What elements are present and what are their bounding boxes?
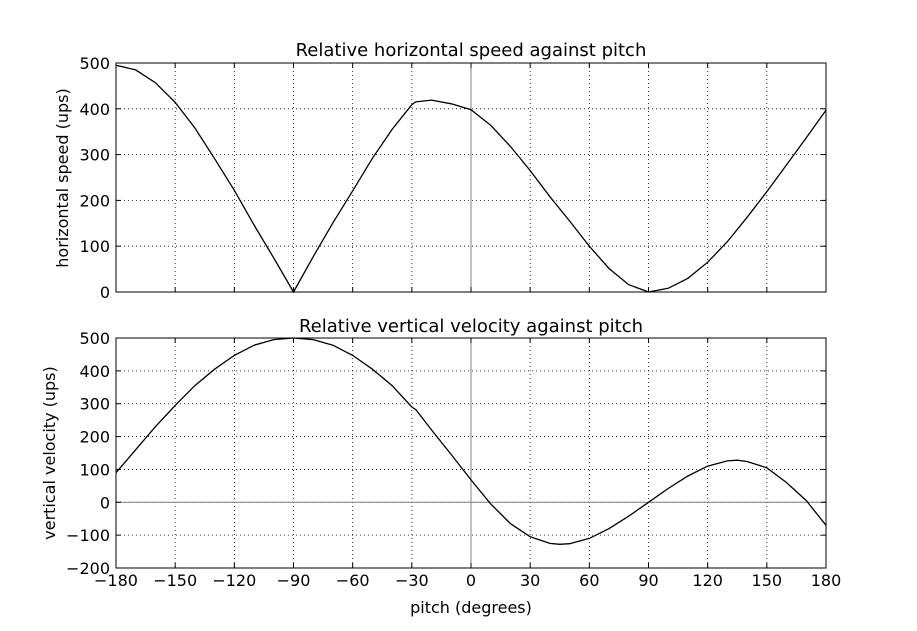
y-tick-label: 500 xyxy=(79,329,110,348)
y-axis-label: vertical velocity (ups) xyxy=(40,366,59,539)
y-tick-label: −100 xyxy=(66,526,110,545)
y-tick-label: −200 xyxy=(66,559,110,578)
series-line xyxy=(115,64,827,294)
x-axis-label: pitch (degrees) xyxy=(410,598,532,617)
vertical-velocity-panel: Relative vertical velocity against pitch… xyxy=(40,316,841,617)
x-tick-label: 30 xyxy=(520,571,540,590)
y-tick-label: 500 xyxy=(79,54,110,73)
x-tick-label: −30 xyxy=(395,571,429,590)
y-tick-label: 200 xyxy=(79,191,110,210)
x-tick-label: −120 xyxy=(212,571,256,590)
y-tick-label: 300 xyxy=(79,395,110,414)
y-tick-label: 0 xyxy=(100,493,110,512)
x-tick-label: 180 xyxy=(811,571,842,590)
y-axis-label: horizontal speed (ups) xyxy=(53,88,72,267)
x-tick-label: −60 xyxy=(336,571,370,590)
y-tick-label: 400 xyxy=(79,362,110,381)
x-tick-label: 120 xyxy=(692,571,723,590)
x-tick-label: 60 xyxy=(579,571,599,590)
x-tick-label: −180 xyxy=(94,571,138,590)
x-tick-label: −90 xyxy=(277,571,311,590)
y-tick-label: 300 xyxy=(79,146,110,165)
x-tick-label: 0 xyxy=(466,571,476,590)
y-tick-label: 200 xyxy=(79,428,110,447)
x-tick-label: 90 xyxy=(638,571,658,590)
y-tick-label: 100 xyxy=(79,237,110,256)
chart-title: Relative vertical velocity against pitch xyxy=(299,316,643,337)
chart-title: Relative horizontal speed against pitch xyxy=(296,40,647,61)
x-tick-label: −150 xyxy=(153,571,197,590)
y-tick-label: 100 xyxy=(79,460,110,479)
y-tick-label: 400 xyxy=(79,100,110,119)
horizontal-speed-panel: Relative horizontal speed against pitch … xyxy=(53,40,827,302)
y-tick-label: 0 xyxy=(100,283,110,302)
x-tick-label: 150 xyxy=(752,571,783,590)
series-line xyxy=(115,337,827,545)
